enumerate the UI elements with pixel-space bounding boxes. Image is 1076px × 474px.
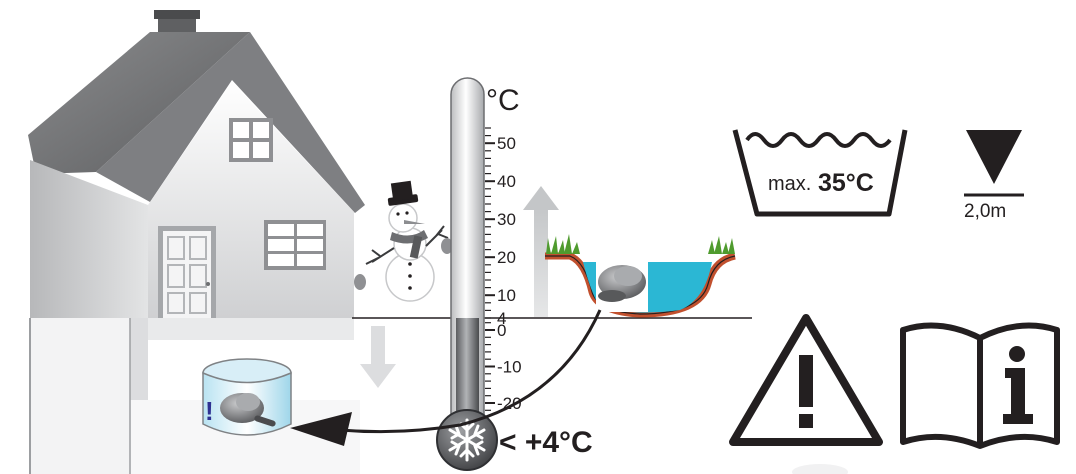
front-door [158, 226, 216, 318]
scale-tick-label: 40 [497, 172, 516, 191]
grass-left [546, 234, 580, 254]
scale-tick-label: 50 [497, 134, 516, 153]
pump-icon [598, 265, 646, 302]
scale-tick-label: 4 [497, 309, 506, 328]
attic-window [229, 118, 273, 162]
side-window [264, 220, 326, 270]
thermometer-scale: 50 40 30 20 10 40 -10 -20 [485, 127, 522, 413]
tub-icon: ! [202, 358, 292, 436]
scale-tick-label: 10 [497, 286, 516, 305]
scale-tick-label: -20 [497, 394, 522, 413]
thermometer-mercury [456, 318, 479, 418]
snowman-icon [354, 180, 453, 302]
scale-tick-label: 20 [497, 248, 516, 267]
max-depth-icon: 2,0m [964, 130, 1024, 222]
wash-prefix: max. [768, 173, 811, 195]
transfer-arrow [290, 309, 602, 446]
up-arrow [523, 186, 559, 317]
warning-icon [729, 314, 883, 446]
thermometer-icon: 50 40 30 20 10 40 -10 -20 °C < +4°C [436, 77, 593, 471]
tub-warning-mark: ! [205, 396, 214, 426]
unit-label: °C [486, 84, 520, 117]
grass-right [708, 236, 735, 254]
house-icon [28, 10, 365, 474]
pond-icon [545, 234, 736, 318]
scale-tick-label: 30 [497, 210, 516, 229]
house-side-wall [30, 160, 148, 318]
down-arrow [360, 326, 396, 388]
roof-right [96, 32, 365, 213]
basement [29, 318, 360, 474]
manual-info-icon [900, 322, 1060, 449]
scale-tick-label: -10 [497, 358, 522, 377]
threshold-label: < +4°C [499, 426, 593, 459]
snowflake-icon [448, 418, 486, 462]
depth-label: 2,0m [964, 201, 1006, 222]
wash-temperature: 35°C [818, 169, 874, 197]
reflection [792, 464, 848, 474]
roof-left [28, 32, 250, 174]
wash-max-temperature-icon: max. 35°C [732, 129, 908, 217]
scale-tick-label: 0 [497, 321, 506, 340]
chimney-cap [154, 10, 200, 19]
